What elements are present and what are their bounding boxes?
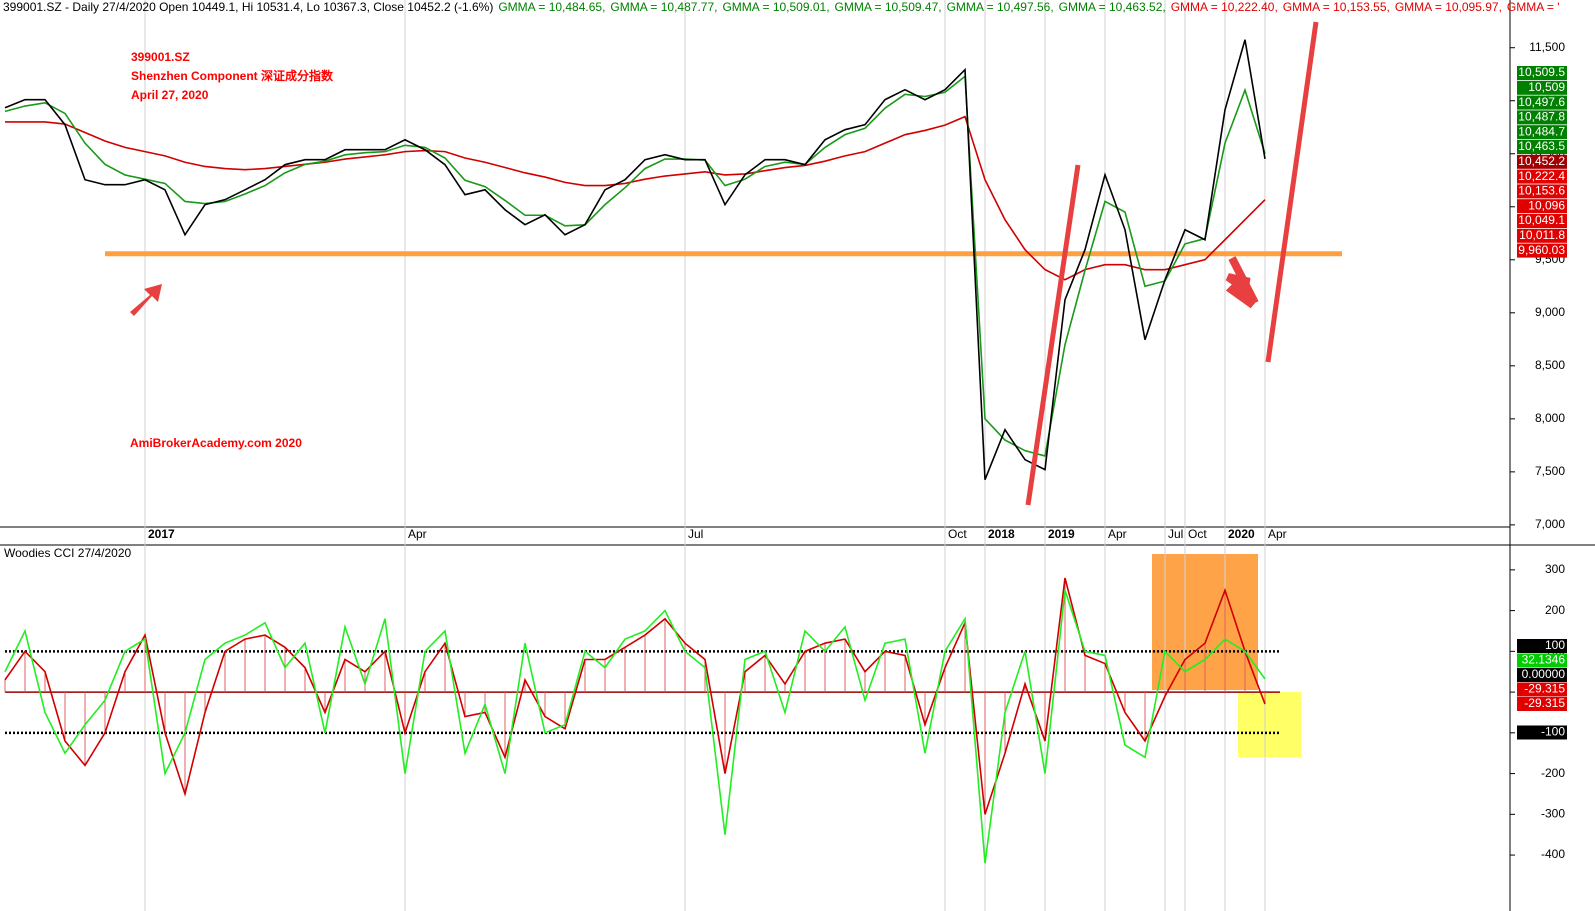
value-box bbox=[1517, 228, 1567, 243]
value-box bbox=[1517, 125, 1567, 140]
value-box-label: 10,484.7 bbox=[1518, 124, 1565, 138]
y-tick-label: 8,500 bbox=[1535, 358, 1565, 372]
header-text: 399001.SZ - Daily 27/4/2020 Open 10449.1… bbox=[3, 0, 493, 14]
value-box bbox=[1517, 725, 1567, 740]
value-box-label: 10,463.5 bbox=[1518, 139, 1565, 153]
x-tick-label: 2017 bbox=[148, 527, 175, 541]
annotation: April 27, 2020 bbox=[131, 88, 209, 102]
value-box bbox=[1517, 154, 1567, 169]
y-tick-label: 7,500 bbox=[1535, 464, 1565, 478]
arrow bbox=[130, 284, 162, 316]
header-text: GMMA = 10,153.55, bbox=[1283, 0, 1390, 14]
y-tick-label: 200 bbox=[1545, 603, 1565, 617]
x-tick-label: 2018 bbox=[988, 527, 1015, 541]
value-box-label: 32.1346 bbox=[1522, 653, 1566, 667]
value-box-label: 10,096 bbox=[1528, 198, 1565, 212]
y-tick-label: -400 bbox=[1541, 847, 1565, 861]
header-text: GMMA = 10,484.65, bbox=[498, 0, 605, 14]
value-box-label: -29.315 bbox=[1524, 696, 1565, 710]
annotation: AmiBrokerAcademy.com 2020 bbox=[130, 436, 302, 450]
value-box-label: -29.315 bbox=[1524, 682, 1565, 696]
header: 399001.SZ - Daily 27/4/2020 Open 10449.1… bbox=[3, 0, 1560, 14]
series-line bbox=[4, 39, 1266, 481]
header-text: GMMA = 10,222.40, bbox=[1171, 0, 1278, 14]
x-tick-label: Apr bbox=[1108, 527, 1127, 541]
x-tick-label: Oct bbox=[948, 527, 967, 541]
value-box-label: 10,487.8 bbox=[1518, 110, 1565, 124]
value-box bbox=[1517, 668, 1567, 682]
header-text: GMMA = 10,497.56, bbox=[947, 0, 1054, 14]
value-box bbox=[1517, 639, 1567, 653]
value-box bbox=[1517, 214, 1567, 228]
header-text: GMMA = ' bbox=[1507, 0, 1560, 14]
y-tick-label: 11,500 bbox=[1529, 40, 1565, 54]
value-box-label: 10,153.6 bbox=[1518, 184, 1565, 198]
y-tick-label: 9,000 bbox=[1535, 305, 1565, 319]
pane-title: Woodies CCI 27/4/2020 bbox=[4, 546, 132, 560]
value-box-label: 0.00000 bbox=[1522, 667, 1566, 681]
value-box-label: 10,452.2 bbox=[1518, 154, 1565, 168]
trend-line bbox=[1265, 21, 1319, 363]
x-tick-label: Apr bbox=[408, 527, 427, 541]
highlight-box bbox=[1238, 692, 1301, 757]
value-box bbox=[1517, 66, 1567, 80]
value-box bbox=[1517, 682, 1567, 697]
x-tick-label: Oct bbox=[1188, 527, 1207, 541]
value-box-label: -100 bbox=[1541, 725, 1565, 739]
x-tick-label: Jul bbox=[688, 527, 703, 541]
x-tick-label: Jul bbox=[1168, 527, 1183, 541]
x-tick-label: Apr bbox=[1268, 527, 1287, 541]
value-box-label: 10,509 bbox=[1528, 80, 1565, 94]
y-tick-label: 7,000 bbox=[1535, 517, 1565, 531]
value-box bbox=[1517, 697, 1567, 711]
value-box-label: 10,509.5 bbox=[1518, 65, 1565, 79]
header-text: GMMA = 10,095.97, bbox=[1395, 0, 1502, 14]
value-box-label: 9,960.03 bbox=[1518, 243, 1565, 257]
y-tick-label: -300 bbox=[1541, 806, 1565, 820]
value-box bbox=[1517, 110, 1567, 125]
value-box bbox=[1517, 95, 1567, 110]
series-line bbox=[5, 115, 1266, 281]
x-tick-label: 2020 bbox=[1228, 527, 1255, 541]
value-box-label: 10,049.1 bbox=[1518, 213, 1565, 227]
value-box bbox=[1517, 169, 1567, 184]
y-tick-label: 300 bbox=[1545, 562, 1565, 576]
arrow bbox=[1225, 256, 1259, 309]
x-tick-label: 2019 bbox=[1048, 527, 1075, 541]
value-box-label: 10,222.4 bbox=[1518, 169, 1565, 183]
header-text: GMMA = 10,509.47, bbox=[835, 0, 942, 14]
series-line bbox=[4, 577, 1266, 815]
value-box-label: 100 bbox=[1545, 638, 1565, 652]
header-text: GMMA = 10,509.01, bbox=[722, 0, 829, 14]
value-box bbox=[1517, 243, 1567, 258]
value-box bbox=[1517, 140, 1567, 154]
value-box bbox=[1517, 199, 1567, 214]
y-tick-label: 8,000 bbox=[1535, 411, 1565, 425]
annotation: 399001.SZ bbox=[131, 50, 190, 64]
header-text: GMMA = 10,487.77, bbox=[610, 0, 717, 14]
series-line bbox=[4, 589, 1266, 864]
annotation: Shenzhen Component 深证成分指数 bbox=[131, 68, 334, 83]
value-box bbox=[1517, 80, 1567, 95]
value-box-label: 10,011.8 bbox=[1519, 228, 1565, 242]
trend-line bbox=[1025, 164, 1081, 506]
y-tick-label: -200 bbox=[1541, 766, 1565, 780]
header-text: GMMA = 10,463.52, bbox=[1059, 0, 1166, 14]
plots bbox=[4, 0, 1342, 911]
value-box-label: 10,497.6 bbox=[1518, 95, 1565, 109]
value-box bbox=[1517, 184, 1567, 199]
value-box bbox=[1517, 653, 1567, 668]
